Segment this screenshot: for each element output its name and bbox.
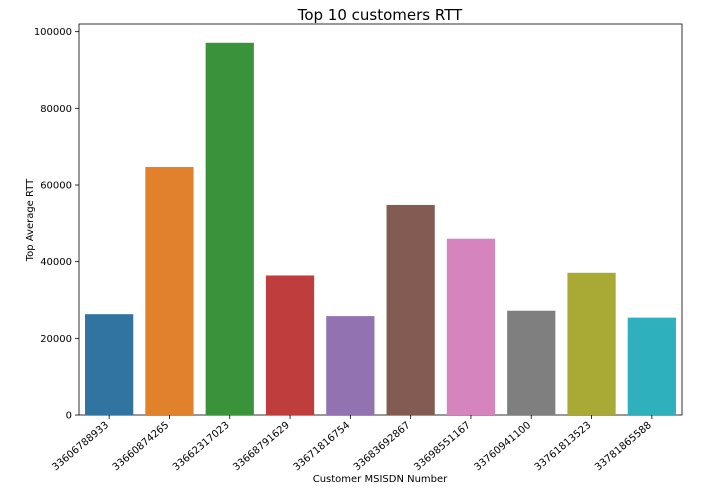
x-tick-label: 33781865588 [593, 420, 654, 473]
x-tick-label: 33662317023 [171, 420, 232, 473]
bar [386, 204, 435, 415]
bar [326, 316, 375, 415]
bar [265, 275, 315, 415]
x-tick-label: 33761813523 [533, 420, 594, 473]
x-tick-label: 33683692867 [352, 420, 413, 473]
y-tick-label: 40000 [40, 257, 72, 268]
x-tick-label: 33668791629 [231, 420, 292, 473]
bar [567, 272, 616, 415]
y-tick-label: 60000 [40, 181, 72, 192]
bar [145, 166, 194, 415]
bar [205, 42, 254, 416]
bar [627, 317, 676, 415]
x-tick-label: 33660874265 [111, 420, 172, 473]
bar [446, 238, 496, 415]
x-tick-label: 33606788933 [50, 420, 111, 473]
x-axis-label: Customer MSISDN Number [313, 474, 448, 485]
plot-frame [78, 23, 683, 416]
x-tick-label: 33671816754 [292, 420, 353, 473]
y-tick-label: 0 [66, 411, 72, 422]
bar [507, 310, 556, 415]
x-tick-label: 33698551167 [412, 420, 473, 473]
x-tick-label: 33760941100 [472, 420, 533, 473]
y-tick-label: 80000 [40, 104, 72, 115]
y-tick-label: 100000 [34, 27, 72, 38]
y-tick-label: 20000 [40, 334, 72, 345]
y-axis-label: Top Average RTT [25, 178, 36, 262]
chart-title: Top 10 customers RTT [297, 6, 463, 24]
bar [85, 314, 134, 415]
